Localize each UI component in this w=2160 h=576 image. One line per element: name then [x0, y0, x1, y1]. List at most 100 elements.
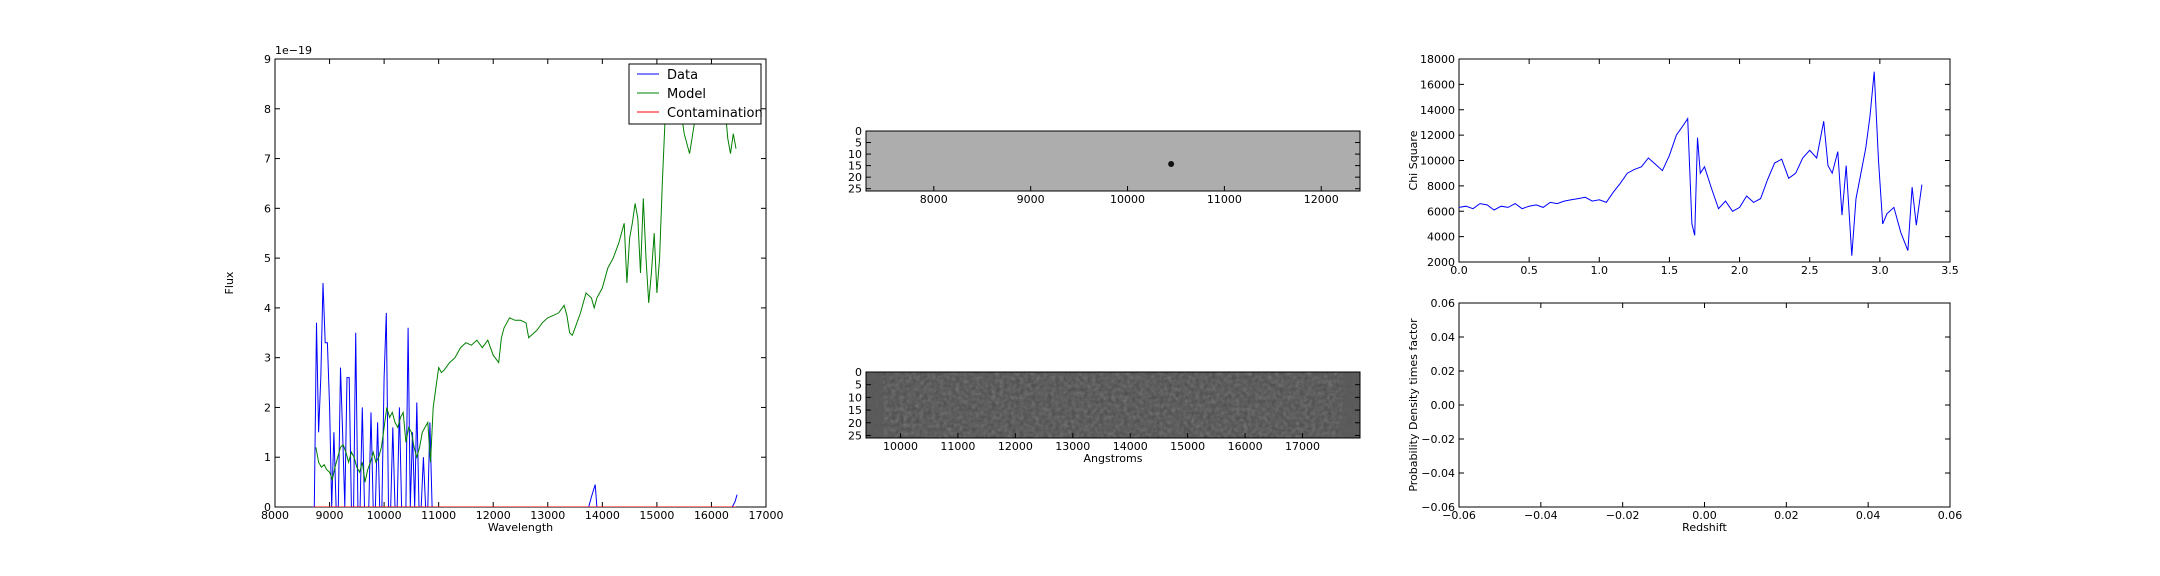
x-tick-label: 12000 [1304, 193, 1339, 206]
x-tick-label: 16000 [1228, 440, 1263, 453]
x-tick-label: 15000 [1170, 440, 1205, 453]
series-line-data [312, 282, 738, 507]
y-tick-label: 0.02 [1431, 365, 1456, 378]
x-tick-label: 13000 [530, 509, 565, 522]
x-tick-label: 8000 [920, 193, 948, 206]
x-tick-label: 14000 [585, 509, 620, 522]
x-tick-label: 11000 [1207, 193, 1242, 206]
plot-frame [865, 371, 1361, 439]
y-tick-label: 18000 [1420, 53, 1455, 66]
x-tick-label: 14000 [1113, 440, 1148, 453]
x-tick-label: 15000 [639, 509, 674, 522]
x-tick-label: −0.02 [1606, 509, 1640, 522]
x-tick-label: 13000 [1055, 440, 1090, 453]
y-tick-label: 5 [855, 137, 862, 150]
y-tick-label: 4 [264, 302, 271, 315]
y-tick-label: 20 [848, 171, 862, 184]
chi-square-chart: 0.0 0.5 1.0 1.5 2.0 2.5 3.0 3.5 2000 4000 6000 8000… [1407, 53, 1959, 277]
y-tick-label: 14000 [1420, 104, 1455, 117]
x-tick-label: 0.04 [1856, 509, 1881, 522]
legend: Data Model Contamination [628, 63, 763, 125]
plot-frame [865, 130, 1361, 192]
y-tick-label: 9 [264, 53, 271, 66]
y-tick-label: 25 [848, 183, 862, 196]
y-tick-label: 0.04 [1431, 331, 1456, 344]
x-tick-label: 0.02 [1774, 509, 1799, 522]
y-offset-text: 1e−19 [275, 44, 312, 57]
y-tick-label: 2 [264, 401, 271, 414]
y-tick-label: 0 [855, 125, 862, 138]
x-tick-label: 0.00 [1692, 509, 1717, 522]
x-tick-label: 17000 [1285, 440, 1320, 453]
plot-frame [1458, 302, 1951, 508]
x-tick-label: 9000 [1017, 193, 1045, 206]
x-tick-label: 1.0 [1591, 264, 1609, 277]
x-tick-label: 10000 [367, 509, 402, 522]
x-tick-label: 0.5 [1520, 264, 1538, 277]
y-axis-label: Probability Density times factor [1407, 318, 1420, 492]
x-tick-label: 11000 [940, 440, 975, 453]
spectrum-chart: 8000 9000 10000 11000 12000 13000 14000 15000 16… [223, 44, 784, 534]
image-noise [866, 372, 1360, 438]
y-tick-label: 10 [848, 148, 862, 161]
x-tick-label: 12000 [998, 440, 1033, 453]
legend-label: Contamination [667, 106, 763, 121]
x-tick-label: 12000 [476, 509, 511, 522]
y-tick-label: 0.06 [1431, 297, 1456, 310]
x-tick-label: 16000 [694, 509, 729, 522]
series-line-0 [1459, 71, 1923, 256]
dark-spot [1168, 161, 1175, 167]
y-axis-label: Chi Square [1407, 130, 1420, 190]
y-tick-label: −0.04 [1421, 467, 1455, 480]
y-tick-label: 0 [855, 366, 862, 379]
legend-label: Model [667, 87, 706, 102]
x-tick-label: 1.5 [1661, 264, 1679, 277]
plot-frame [1458, 58, 1951, 263]
y-tick-label: 6000 [1427, 205, 1455, 218]
legend-label: Data [667, 68, 698, 83]
image-noise [866, 131, 1360, 191]
x-tick-label: 0.0 [1450, 264, 1468, 277]
y-tick-label: −0.06 [1421, 501, 1455, 514]
x-tick-label: 0.06 [1938, 509, 1963, 522]
series-line-model [315, 78, 737, 483]
x-tick-label: 3.5 [1941, 264, 1959, 277]
x-tick-label: 10000 [1110, 193, 1145, 206]
x-tick-label: 10000 [883, 440, 918, 453]
x-axis-label: Wavelength [488, 521, 553, 534]
image-edge [1342, 372, 1360, 438]
x-tick-label: 17000 [749, 509, 784, 522]
y-tick-label: 0 [264, 501, 271, 514]
plot-background [275, 59, 766, 507]
x-tick-label: −0.06 [1442, 509, 1476, 522]
x-tick-label: 8000 [261, 509, 289, 522]
y-tick-label: 12000 [1420, 129, 1455, 142]
y-tick-label: 3 [264, 352, 271, 365]
y-tick-label: 16000 [1420, 78, 1455, 91]
y-tick-label: 15 [848, 160, 862, 173]
x-tick-label: 2.0 [1731, 264, 1749, 277]
x-tick-label: 2.5 [1801, 264, 1819, 277]
x-tick-label: 11000 [421, 509, 456, 522]
y-tick-label: 6 [264, 202, 271, 215]
x-tick-label: 9000 [316, 509, 344, 522]
y-tick-label: 0.00 [1431, 399, 1456, 412]
y-tick-label: 10 [848, 391, 862, 404]
y-tick-label: 7 [264, 153, 271, 166]
y-tick-label: 5 [855, 379, 862, 392]
y-tick-label: 1 [264, 451, 271, 464]
spectrum-2d-image-2: 10000 11000 12000 13000 14000 15000 16000 17000… [848, 366, 1361, 465]
y-tick-label: 8 [264, 103, 271, 116]
x-tick-label: 3.0 [1871, 264, 1889, 277]
y-axis-label: Flux [223, 271, 236, 294]
y-tick-label: 20 [848, 417, 862, 430]
x-tick-label: −0.04 [1524, 509, 1558, 522]
x-axis-label: Redshift [1682, 521, 1727, 534]
y-tick-label: 25 [848, 429, 862, 442]
y-tick-label: 10000 [1420, 155, 1455, 168]
y-tick-label: −0.02 [1421, 433, 1455, 446]
y-tick-label: 4000 [1427, 231, 1455, 244]
y-tick-label: 2000 [1427, 256, 1455, 269]
